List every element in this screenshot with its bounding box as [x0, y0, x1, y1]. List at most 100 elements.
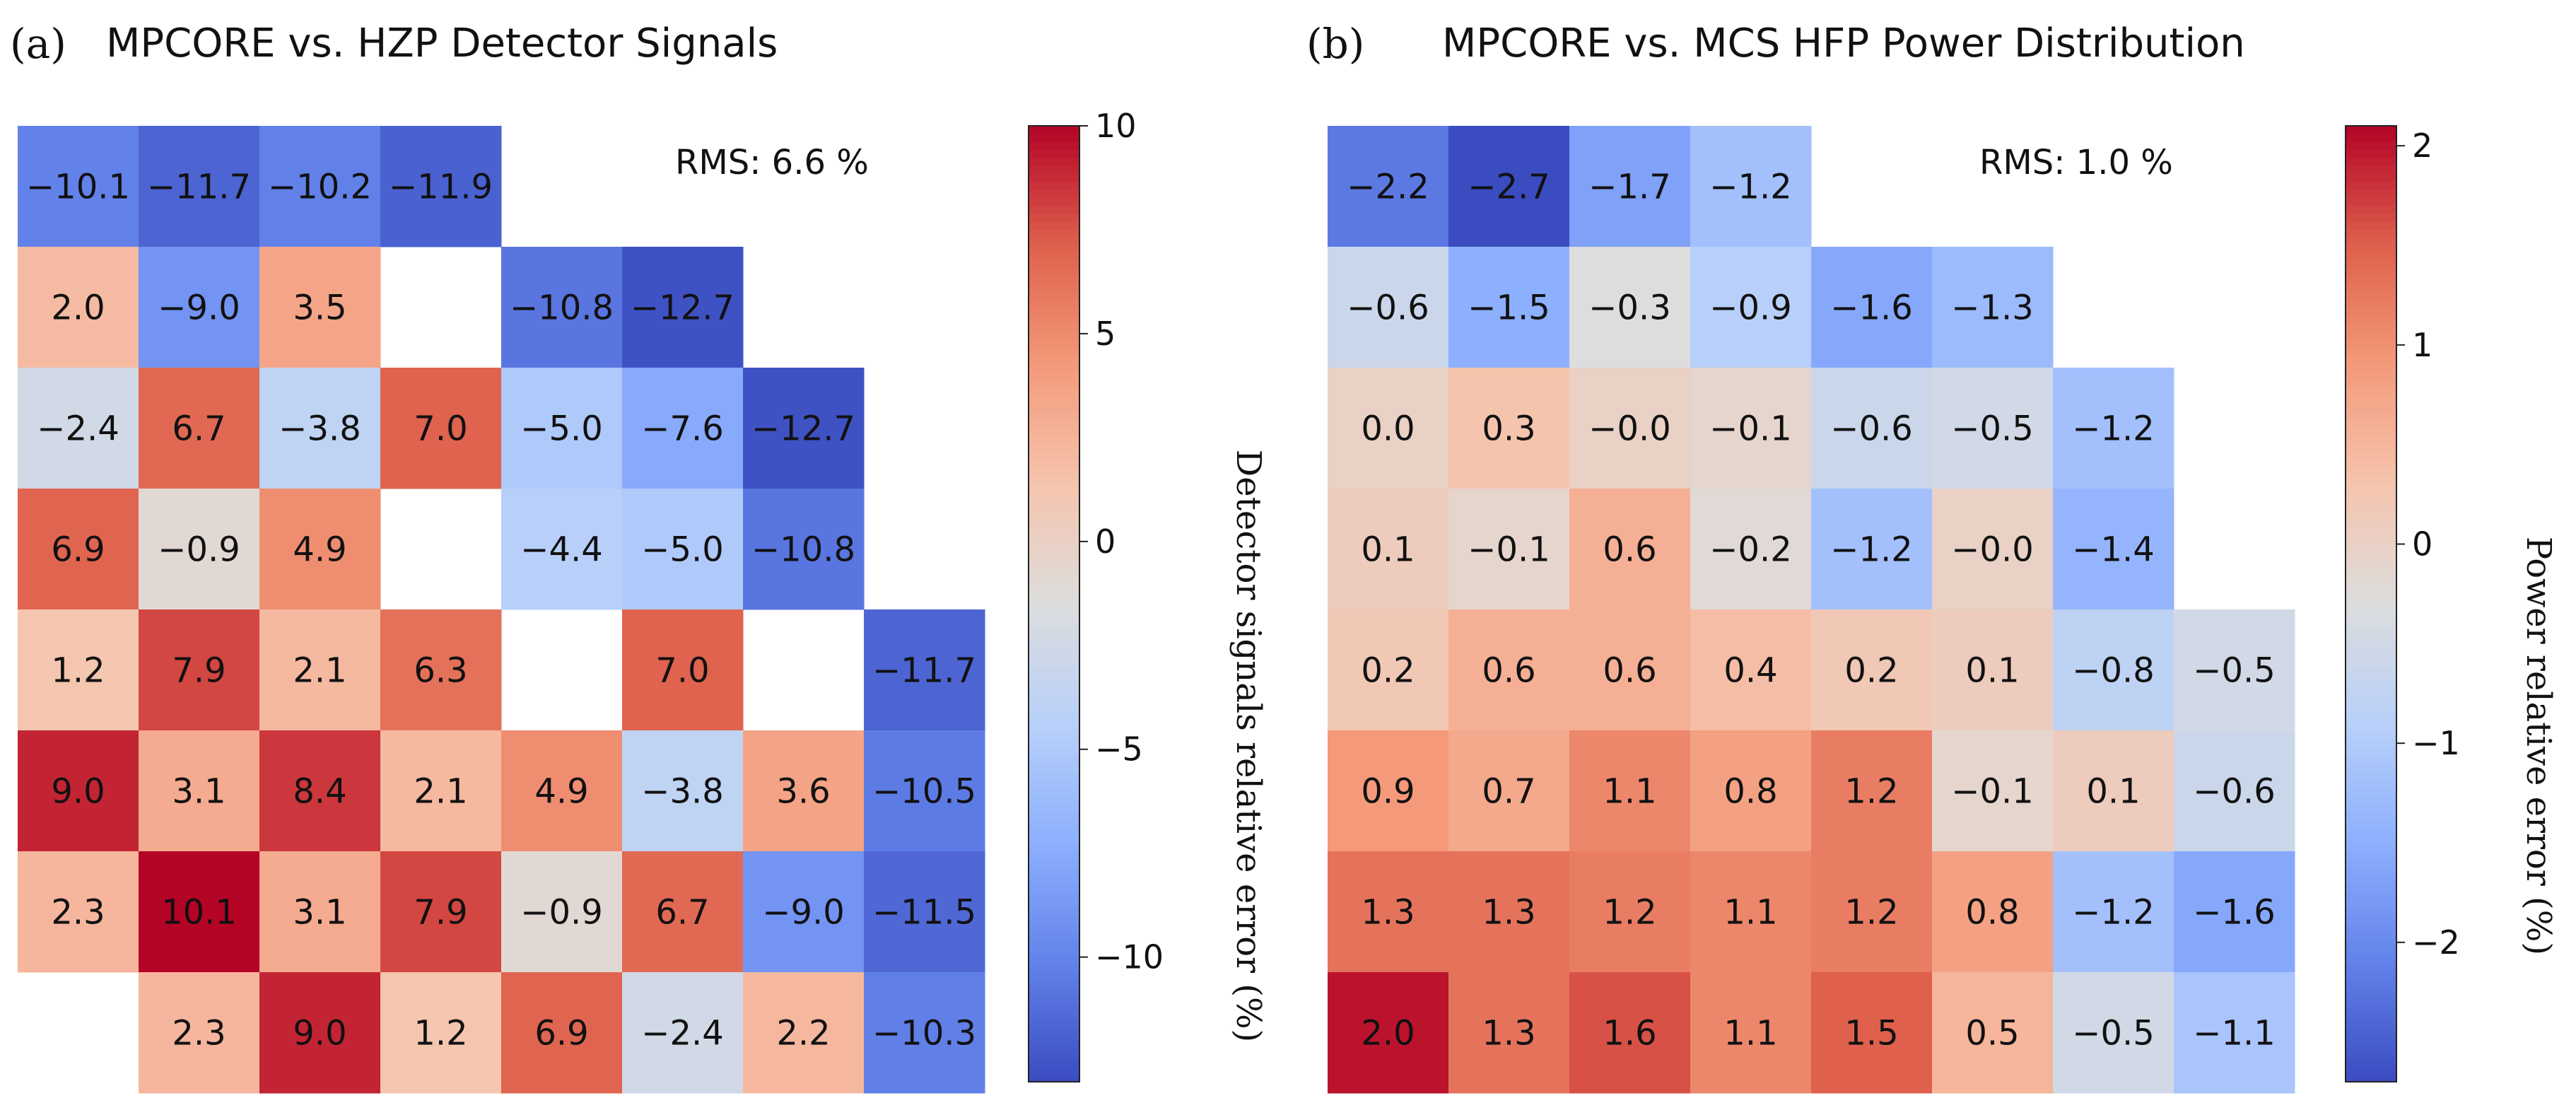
colorbar-segment	[2346, 1034, 2396, 1043]
colorbar-segment	[1029, 1073, 1079, 1082]
colorbar-segment	[2346, 875, 2396, 884]
panel-b-heatmap: −2.2 −2.7 −1.7 −1.2 −0.6 −1.5 −0.3 −0.9 −1.6 −1.3…	[1328, 126, 2295, 1094]
cell-label-r7-c2: 1.6	[1603, 1014, 1656, 1053]
colorbar-segment	[1029, 564, 1079, 573]
cell-r5-c2	[1569, 730, 1691, 852]
colorbar-segment	[2346, 898, 2396, 907]
colorbar-segment	[1029, 134, 1079, 143]
colorbar-segment	[2346, 851, 2396, 860]
colorbar-segment	[2346, 994, 2396, 1003]
colorbar-segment	[1029, 667, 1079, 677]
cell-r1-c4	[501, 247, 623, 368]
cell-r5-c4	[1811, 730, 1933, 852]
colorbar-segment	[1029, 675, 1079, 684]
colorbar-segment	[2346, 500, 2396, 509]
colorbar-segment	[1029, 882, 1079, 892]
cell-r5-c7	[864, 730, 985, 852]
cell-r3-c4	[1811, 489, 1933, 610]
colorbar-segment	[2346, 1066, 2396, 1075]
colorbar-segment	[1029, 412, 1079, 421]
colorbar-segment	[1029, 851, 1079, 860]
colorbar-tick-label: 5	[1095, 315, 1116, 353]
cell-label-r6-c5: 0.8	[1965, 893, 2019, 933]
colorbar-segment	[2346, 707, 2396, 716]
cell-r6-c6	[743, 851, 865, 973]
cell-r3-c5	[1932, 489, 2054, 610]
cell-r2-c1	[1448, 368, 1570, 489]
cell-r3-c6	[2053, 489, 2174, 610]
colorbar-segment	[1029, 356, 1079, 366]
colorbar-segment	[2346, 532, 2396, 541]
colorbar-segment	[2346, 197, 2396, 206]
cell-label-r3-c5: −0.0	[1951, 530, 2034, 570]
cell-label-r5-c7: −0.6	[2193, 772, 2276, 812]
cell-label-r3-c0: 6.9	[51, 530, 105, 570]
colorbar-segment	[2346, 802, 2396, 812]
colorbar-segment	[2346, 731, 2396, 740]
colorbar-segment	[2346, 325, 2396, 334]
colorbar-segment	[2346, 604, 2396, 613]
cell-label-r6-c0: 1.3	[1361, 893, 1415, 933]
cell-r1-c3	[1690, 247, 1812, 368]
cell-label-r4-c7: −11.7	[872, 651, 976, 691]
colorbar-segment	[1029, 349, 1079, 358]
colorbar-segment	[1029, 1010, 1079, 1019]
colorbar-segment	[2346, 436, 2396, 445]
cell-r5-c5	[622, 730, 744, 852]
cell-label-r4-c2: 2.1	[293, 651, 346, 691]
cell-r5-c1	[1448, 730, 1570, 852]
colorbar-segment	[1029, 627, 1079, 636]
colorbar-segment	[2346, 332, 2396, 341]
cell-label-r7-c1: 2.3	[172, 1014, 226, 1053]
colorbar-segment	[2346, 444, 2396, 453]
cell-label-r7-c1: 1.3	[1482, 1014, 1535, 1053]
colorbar-segment	[2346, 834, 2396, 843]
colorbar-segment	[2346, 141, 2396, 151]
colorbar-segment	[1029, 428, 1079, 438]
colorbar-segment	[1029, 580, 1079, 589]
colorbar-segment	[2346, 508, 2396, 517]
cell-label-r3-c0: 0.1	[1361, 530, 1415, 570]
colorbar-segment	[2346, 636, 2396, 645]
cell-r5-c4	[501, 730, 623, 852]
cell-label-r6-c2: 1.2	[1603, 893, 1656, 933]
colorbar-segment	[2346, 882, 2396, 892]
cell-label-r0-c1: −2.7	[1468, 168, 1550, 207]
cell-r4-c2	[259, 609, 381, 731]
cell-r3-c5	[622, 489, 744, 610]
colorbar-segment	[1029, 755, 1079, 764]
panel-a-rms: RMS: 6.6 %	[675, 143, 869, 182]
colorbar-segment	[2346, 922, 2396, 931]
colorbar-segment	[2346, 373, 2396, 382]
colorbar-segment	[1029, 827, 1079, 836]
colorbar-frame	[2345, 125, 2397, 1082]
cell-label-r4-c0: 1.2	[51, 651, 105, 691]
cell-label-r2-c4: −0.6	[1830, 409, 1913, 449]
cell-r7-c1	[1448, 972, 1570, 1094]
colorbar-segment	[1029, 317, 1079, 326]
colorbar-tick-label: −1	[2412, 724, 2460, 762]
cell-r4-c5	[1932, 609, 2054, 731]
colorbar-segment	[2346, 1010, 2396, 1019]
colorbar-segment	[2346, 516, 2396, 525]
colorbar-segment	[2346, 699, 2396, 708]
colorbar-segment	[2346, 819, 2396, 828]
cell-r1-c2	[259, 247, 381, 368]
cell-r6-c7	[864, 851, 985, 973]
colorbar-segment	[2346, 763, 2396, 772]
colorbar-segment	[1029, 771, 1079, 780]
cell-r2-c2	[259, 368, 381, 489]
cell-label-r2-c1: 0.3	[1482, 409, 1535, 449]
cell-label-r5-c3: 0.8	[1723, 772, 1777, 812]
colorbar-segment	[1029, 380, 1079, 390]
colorbar-segment	[2346, 739, 2396, 748]
cell-r4-c5	[622, 609, 744, 731]
cell-label-r2-c3: 7.0	[414, 409, 467, 449]
cell-label-r2-c5: −7.6	[641, 409, 724, 449]
colorbar-segment	[1029, 843, 1079, 852]
colorbar-segment	[1029, 508, 1079, 517]
cell-label-r0-c2: −1.7	[1588, 168, 1671, 207]
cell-r4-c4	[1811, 609, 1933, 731]
cell-label-r6-c7: −1.6	[2193, 893, 2276, 933]
cell-r1-c0	[1328, 247, 1449, 368]
